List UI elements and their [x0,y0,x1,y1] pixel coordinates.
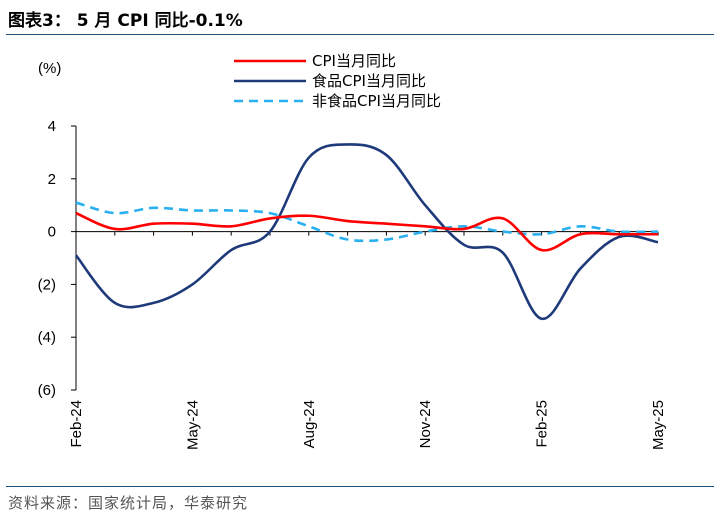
title-divider [6,34,714,35]
source-note: 资料来源：国家统计局，华泰研究 [8,494,249,512]
footer-divider [6,486,714,487]
series-line-0 [75,211,658,252]
legend-label-2: 非食品CPI当月同比 [312,92,441,110]
x-tick-label: Feb-24 [68,400,85,448]
y-tick-label: (4) [38,329,56,346]
chart-title: 图表3： 5 月 CPI 同比-0.1% [8,11,243,31]
x-tick-label: Feb-25 [534,400,551,448]
series-line-1 [74,143,659,321]
x-tick-label: May-25 [650,400,667,450]
y-unit-label: (%) [38,60,61,77]
x-tick-label: Nov-24 [417,400,434,448]
axes: 4 2 0 (2) (4) (6) Feb-24 May-24 Aug-24 Nov-24 Feb-… [38,118,667,450]
y-tick-label: (2) [38,276,56,293]
legend-label-0: CPI当月同比 [312,52,396,70]
y-tick-label: 4 [48,118,56,135]
legend-label-1: 食品CPI当月同比 [312,72,426,90]
x-tick-label: Aug-24 [301,400,318,448]
y-tick-label: (6) [38,382,56,399]
y-tick-label: 0 [48,224,56,241]
series-line-2 [75,201,659,243]
y-tick-label: 2 [48,171,56,188]
x-tick-label: May-24 [184,400,201,450]
series-layer [74,143,659,321]
